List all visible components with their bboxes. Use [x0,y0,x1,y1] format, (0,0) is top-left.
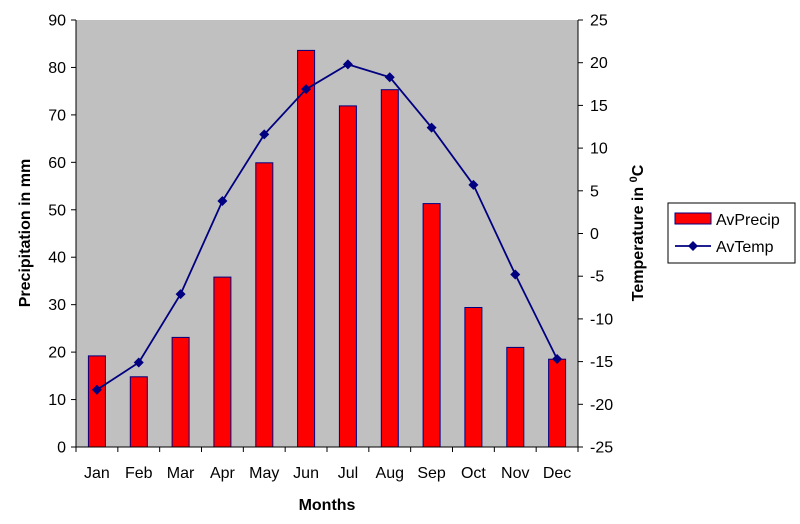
left-tick-label: 50 [48,202,66,219]
bar-jun [297,49,316,448]
bar-feb [129,376,148,448]
temp-point-nov [510,269,521,280]
temp-point-jan [91,384,102,395]
x-tick-label-mar: Mar [167,465,195,482]
left-axis-title: Precipitation in mm [17,159,34,307]
bar-dec [548,358,567,448]
x-tick-label-aug: Aug [376,465,404,482]
temp-point-oct [468,179,479,190]
bar-jan [87,355,106,448]
temp-point-jul [342,59,353,70]
right-axis-title-unit: C [630,164,647,176]
temp-point-may [259,129,270,140]
right-axis-title-sup: 0 [628,176,640,182]
left-tick-label: 40 [48,250,66,267]
temp-point-aug [384,72,395,83]
legend-temp-marker [688,241,698,251]
x-tick-label-jul: Jul [338,465,358,482]
legend-temp-label: AvTemp [716,239,774,256]
legend-precip-swatch [674,212,712,225]
bar-nov [506,346,525,448]
temp-point-apr [217,196,228,207]
right-tick-label: 20 [590,55,608,72]
left-tick-label: 10 [48,392,66,409]
right-tick-label: 5 [590,183,599,200]
temp-point-mar [175,289,186,300]
temp-series-line [96,63,558,391]
left-tick-label: 90 [48,13,66,30]
x-tick-label-dec: Dec [543,465,571,482]
legend-precip-label: AvPrecip [716,212,780,229]
left-tick-label: 60 [48,155,66,172]
x-tick-label-sep: Sep [417,465,446,482]
x-tick-label-oct: Oct [461,465,486,482]
right-tick-label: -10 [590,311,613,328]
precip-bars [87,49,567,448]
bar-may [255,162,274,448]
x-tick-label-feb: Feb [125,465,153,482]
axes: 0 10 20 30 40 50 60 70 80 90 -25 -20 -15 -10 -5 0 5 10 15 2… [48,13,613,483]
left-tick-label: 70 [48,107,66,124]
bar-sep [422,203,441,448]
right-tick-label: 15 [590,98,608,115]
temp-point-sep [426,122,437,133]
x-tick-label-jun: Jun [293,465,319,482]
x-axis-title: Months [299,497,356,514]
x-tick-label-jan: Jan [84,465,110,482]
left-tick-label: 20 [48,345,66,362]
temp-point-dec [552,354,563,365]
right-axis-title-main: Temperature in [630,182,647,301]
right-tick-label: 10 [590,141,608,158]
right-tick-label: -15 [590,354,613,371]
right-tick-label: -5 [590,269,604,286]
bar-aug [380,89,399,448]
right-tick-label: 25 [590,13,608,30]
right-tick-label: 0 [590,226,599,243]
left-tick-label: 0 [57,440,66,457]
right-tick-label: -25 [590,440,613,457]
legend: AvPrecip AvTemp [667,202,796,264]
bar-apr [213,276,232,448]
temp-point-feb [133,357,144,368]
plot-area [76,20,578,447]
bar-jul [338,105,357,448]
right-axis-title: Temperature in 0C [628,164,647,301]
x-tick-label-nov: Nov [501,465,529,482]
left-tick-label: 80 [48,60,66,77]
left-tick-label: 30 [48,297,66,314]
temp-point-jun [301,84,312,95]
bar-oct [464,307,483,448]
x-tick-label-may: May [249,465,279,482]
temp-line [91,59,563,395]
bar-mar [171,336,190,448]
x-tick-label-apr: Apr [210,465,236,482]
right-tick-label: -20 [590,397,613,414]
